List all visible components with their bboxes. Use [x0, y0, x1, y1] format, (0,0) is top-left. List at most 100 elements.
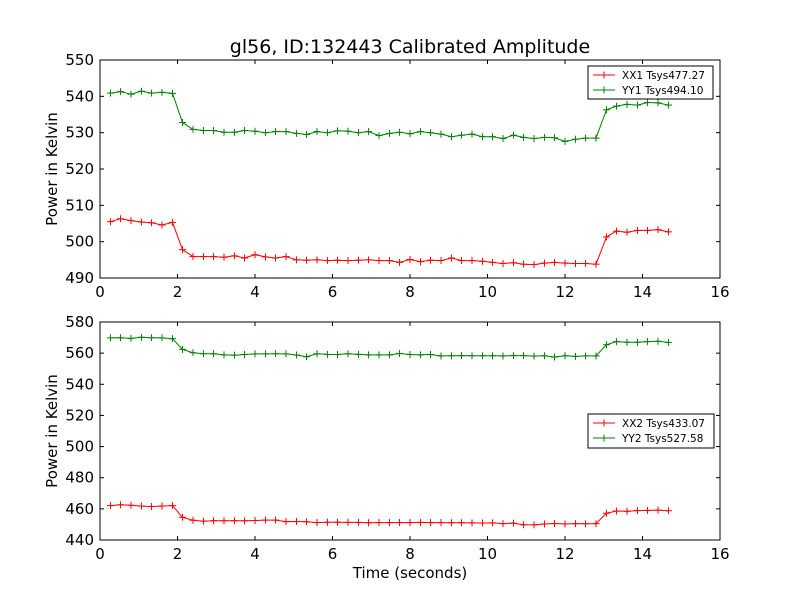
- data-point: [365, 519, 373, 527]
- x-tick-label: 8: [405, 545, 415, 563]
- y-tick-label: 500: [65, 438, 94, 456]
- data-point: [323, 129, 331, 137]
- x-tick-label: 8: [405, 283, 415, 301]
- data-point: [365, 256, 373, 264]
- x-tick-label: 4: [250, 283, 260, 301]
- data-point: [272, 516, 280, 524]
- y-tick-label: 520: [65, 406, 94, 424]
- x-tick-label: 14: [633, 283, 652, 301]
- x-tick-label: 0: [95, 545, 105, 563]
- data-point: [323, 257, 331, 265]
- data-point: [344, 350, 352, 358]
- data-point: [602, 233, 610, 241]
- data-point: [344, 127, 352, 135]
- data-point: [530, 134, 538, 142]
- y-tick-label: 560: [65, 344, 94, 362]
- data-point: [644, 338, 652, 346]
- data-point: [592, 134, 600, 142]
- x-tick-label: 16: [710, 545, 729, 563]
- data-point: [458, 257, 466, 265]
- data-point: [644, 506, 652, 514]
- data-point: [406, 519, 414, 527]
- data-point: [427, 519, 435, 527]
- bottom-plot: 0 2 4 6 8 10 12 14 16 440 460 480 500 520 540 560 580 Pow…: [43, 313, 730, 582]
- data-point: [664, 338, 672, 346]
- data-point: [303, 353, 311, 361]
- data-point: [220, 128, 228, 136]
- x-tick-label: 10: [478, 283, 497, 301]
- y-axis-label: Power in Kelvin: [43, 112, 61, 226]
- data-point: [272, 128, 280, 136]
- data-point: [499, 352, 507, 360]
- data-point: [509, 519, 517, 527]
- data-point: [447, 352, 455, 360]
- series-0: [106, 215, 672, 269]
- data-point: [158, 334, 166, 342]
- data-point: [189, 253, 197, 261]
- data-point: [241, 517, 249, 525]
- x-tick-label: 6: [328, 545, 338, 563]
- data-point: [571, 352, 579, 360]
- data-point: [478, 133, 486, 141]
- data-point: [365, 351, 373, 359]
- data-point: [354, 129, 362, 137]
- data-point: [396, 128, 404, 136]
- data-point: [437, 257, 445, 265]
- data-point: [354, 350, 362, 358]
- data-point: [292, 351, 300, 359]
- data-point: [664, 228, 672, 236]
- top-plot: 0 2 4 6 8 10 12 14 16 490 500 510 520 530 540 550 Power …: [43, 51, 730, 301]
- data-point: [592, 520, 600, 528]
- data-point: [561, 137, 569, 145]
- data-point: [210, 126, 218, 134]
- data-point: [106, 502, 114, 510]
- data-point: [437, 352, 445, 360]
- data-point: [323, 518, 331, 526]
- data-point: [137, 502, 145, 510]
- y-tick-label: 460: [65, 500, 94, 518]
- legend: XX2 Tsys433.07 YY2 Tsys527.58: [587, 413, 715, 449]
- legend-label: XX2 Tsys433.07: [622, 418, 705, 430]
- data-point: [148, 334, 156, 342]
- y-tick-label: 480: [65, 469, 94, 487]
- data-point: [261, 253, 269, 261]
- data-point: [189, 349, 197, 357]
- data-point: [148, 219, 156, 227]
- data-point: [251, 350, 259, 358]
- data-point: [623, 338, 631, 346]
- data-point: [127, 334, 135, 342]
- data-point: [282, 350, 290, 358]
- y-tick-label: 550: [65, 51, 94, 69]
- data-point: [179, 345, 187, 353]
- data-point: [158, 221, 166, 229]
- y-tick-label: 580: [65, 313, 94, 331]
- data-point: [137, 218, 145, 226]
- data-point: [520, 260, 528, 268]
- x-tick-label: 4: [250, 545, 260, 563]
- y-tick-label: 540: [65, 375, 94, 393]
- legend-label: YY2 Tsys527.58: [621, 433, 703, 445]
- data-point: [633, 507, 641, 515]
- data-point: [499, 259, 507, 267]
- data-point: [396, 349, 404, 357]
- data-point: [489, 258, 497, 266]
- data-point: [664, 507, 672, 515]
- data-point: [117, 501, 125, 509]
- data-point: [230, 252, 238, 260]
- data-point: [344, 257, 352, 265]
- y-tick-label: 440: [65, 531, 94, 549]
- data-point: [551, 353, 559, 361]
- data-point: [127, 217, 135, 225]
- data-point: [509, 352, 517, 360]
- x-tick-label: 2: [173, 283, 183, 301]
- data-point: [458, 519, 466, 527]
- data-point: [375, 519, 383, 527]
- data-point: [447, 133, 455, 141]
- data-point: [478, 519, 486, 527]
- data-point: [106, 218, 114, 226]
- data-point: [261, 350, 269, 358]
- data-point: [375, 351, 383, 359]
- data-point: [406, 130, 414, 138]
- data-point: [272, 254, 280, 262]
- data-point: [633, 101, 641, 109]
